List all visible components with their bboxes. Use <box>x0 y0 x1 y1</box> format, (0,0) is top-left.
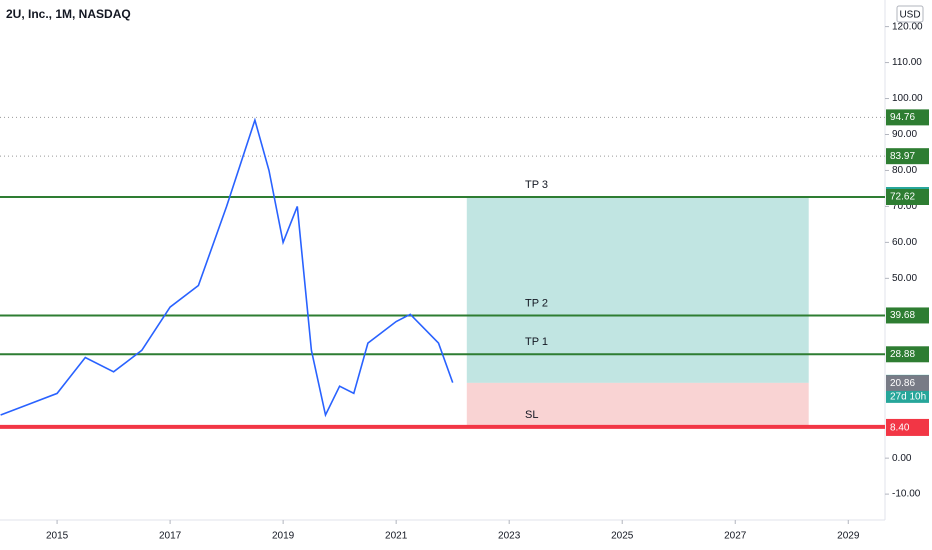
y-tick-label: 120.00 <box>892 21 923 32</box>
price-tag-label: 94.76 <box>890 112 915 123</box>
price-tag-label: 28.88 <box>890 349 915 360</box>
price-line <box>0 117 454 418</box>
countdown: 27d 10h <box>890 392 926 403</box>
y-tick-label: -10.00 <box>892 489 921 500</box>
x-tick-label: 2025 <box>611 531 634 542</box>
x-tick-label: 2023 <box>498 531 521 542</box>
x-tick-label: 2027 <box>724 531 747 542</box>
x-tick-label: 2021 <box>385 531 408 542</box>
currency: USD <box>899 10 920 21</box>
y-tick-label: 100.00 <box>892 93 923 104</box>
y-tick-label: 80.00 <box>892 165 917 176</box>
price-tag <box>886 188 929 205</box>
x-tick-label: 2017 <box>159 531 182 542</box>
price-tag <box>886 148 929 165</box>
price-tag <box>886 109 929 126</box>
y-tick-label: 110.00 <box>892 57 922 68</box>
price-tag-label: 8.40 <box>890 423 910 434</box>
position-zone <box>466 382 809 427</box>
countdown-box <box>886 390 929 403</box>
y-tick-label: 0.00 <box>892 453 912 464</box>
level-label: TP 2 <box>525 297 548 309</box>
level-label: SL <box>525 409 538 421</box>
price-tag <box>886 419 929 436</box>
price-tag-label: 83.97 <box>890 151 915 162</box>
price-tag-label: 72.62 <box>890 192 915 203</box>
y-tick-label: 90.00 <box>892 129 917 140</box>
price-tag <box>886 346 929 363</box>
price-tag-label: 20.86 <box>890 378 915 389</box>
chart-title: 2U, Inc., 1M, NASDAQ <box>6 7 131 21</box>
y-tick-label: 60.00 <box>892 237 917 248</box>
y-tick-label: 70.00 <box>892 201 917 212</box>
x-tick-label: 2019 <box>272 531 295 542</box>
price-tag-label: 39.68 <box>890 310 915 321</box>
x-tick-label: 2029 <box>837 531 860 542</box>
price-tag <box>886 375 929 392</box>
level-label: TP 3 <box>525 179 548 191</box>
position-zone <box>466 196 809 383</box>
x-tick-label: 2015 <box>46 531 69 542</box>
level-label: TP 1 <box>525 336 548 348</box>
currency-box[interactable] <box>896 5 924 23</box>
y-tick-label: 50.00 <box>892 273 917 284</box>
price-tag <box>886 307 929 324</box>
